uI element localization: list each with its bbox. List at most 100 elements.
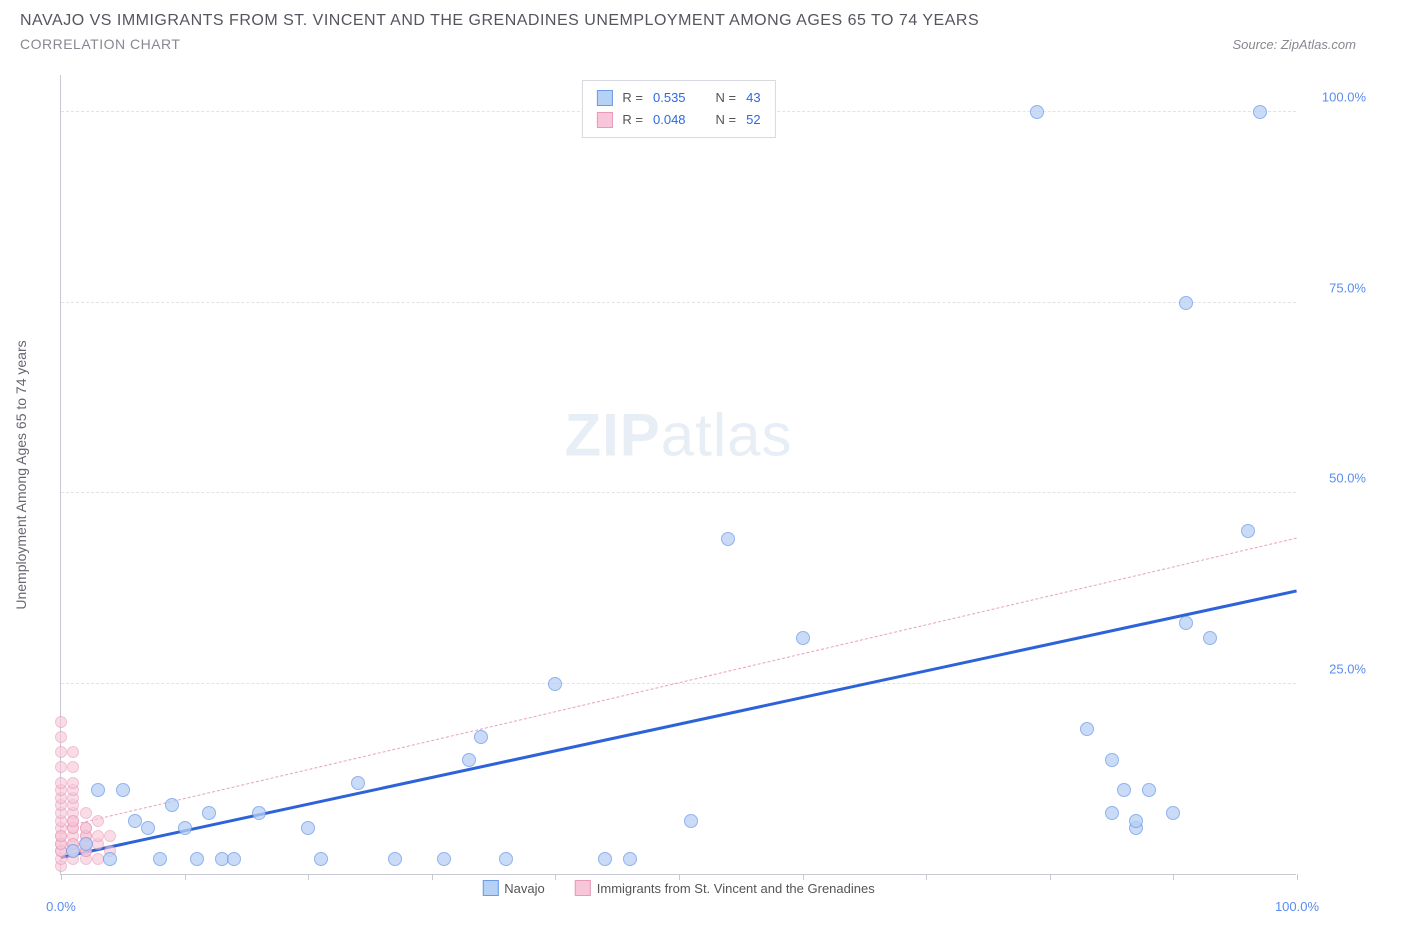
legend-row: R = 0.535 N = 43 — [596, 87, 760, 109]
scatter-point — [1166, 806, 1180, 820]
scatter-point — [55, 777, 67, 789]
scatter-point — [301, 821, 315, 835]
x-tick — [308, 874, 309, 880]
scatter-point — [1105, 753, 1119, 767]
y-tick-label: 50.0% — [1329, 471, 1366, 486]
legend-item: Immigrants from St. Vincent and the Gren… — [575, 880, 875, 896]
scatter-point — [103, 852, 117, 866]
scatter-point — [462, 753, 476, 767]
scatter-point — [91, 783, 105, 797]
chart-header: NAVAJO VS IMMIGRANTS FROM ST. VINCENT AN… — [0, 0, 1406, 52]
scatter-chart: Unemployment Among Ages 65 to 74 years Z… — [60, 75, 1296, 875]
scatter-point — [79, 837, 93, 851]
legend-stats: R = 0.535 N = 43 R = 0.048 N = 52 — [581, 80, 775, 138]
scatter-point — [1253, 105, 1267, 119]
scatter-point — [141, 821, 155, 835]
scatter-point — [116, 783, 130, 797]
legend-n-value: 43 — [746, 87, 760, 109]
scatter-point — [1179, 616, 1193, 630]
y-tick-label: 75.0% — [1329, 280, 1366, 295]
scatter-point — [252, 806, 266, 820]
scatter-point — [1179, 296, 1193, 310]
scatter-point — [721, 532, 735, 546]
gridline — [61, 302, 1296, 303]
x-tick — [185, 874, 186, 880]
scatter-point — [202, 806, 216, 820]
scatter-point — [474, 730, 488, 744]
legend-label: Immigrants from St. Vincent and the Gren… — [597, 881, 875, 896]
scatter-point — [684, 814, 698, 828]
legend-r-value: 0.048 — [653, 109, 686, 131]
x-tick-label: 0.0% — [46, 899, 76, 914]
legend-r-label: R = — [622, 87, 643, 109]
scatter-point — [80, 822, 92, 834]
scatter-point — [388, 852, 402, 866]
scatter-point — [1105, 806, 1119, 820]
scatter-point — [1142, 783, 1156, 797]
scatter-point — [55, 746, 67, 758]
scatter-point — [55, 761, 67, 773]
y-axis-label: Unemployment Among Ages 65 to 74 years — [13, 340, 29, 609]
scatter-point — [314, 852, 328, 866]
legend-row: R = 0.048 N = 52 — [596, 109, 760, 131]
scatter-point — [67, 746, 79, 758]
x-tick — [432, 874, 433, 880]
x-tick-label: 100.0% — [1275, 899, 1319, 914]
scatter-point — [55, 830, 67, 842]
legend-r-label: R = — [622, 109, 643, 131]
scatter-point — [67, 761, 79, 773]
chart-title: NAVAJO VS IMMIGRANTS FROM ST. VINCENT AN… — [20, 12, 1386, 30]
legend-n-label: N = — [716, 109, 737, 131]
scatter-point — [351, 776, 365, 790]
x-tick — [1173, 874, 1174, 880]
x-tick — [1050, 874, 1051, 880]
scatter-point — [227, 852, 241, 866]
scatter-point — [55, 716, 67, 728]
y-tick-label: 100.0% — [1322, 90, 1366, 105]
scatter-point — [92, 853, 104, 865]
legend-n-label: N = — [716, 87, 737, 109]
scatter-point — [178, 821, 192, 835]
scatter-point — [67, 815, 79, 827]
scatter-point — [1030, 105, 1044, 119]
legend-series: Navajo Immigrants from St. Vincent and th… — [482, 880, 874, 896]
subtitle-row: CORRELATION CHART Source: ZipAtlas.com — [20, 36, 1386, 52]
scatter-point — [92, 815, 104, 827]
scatter-point — [1129, 814, 1143, 828]
scatter-point — [1080, 722, 1094, 736]
legend-r-value: 0.535 — [653, 87, 686, 109]
y-tick-label: 25.0% — [1329, 661, 1366, 676]
scatter-point — [1117, 783, 1131, 797]
legend-swatch — [575, 880, 591, 896]
scatter-point — [153, 852, 167, 866]
chart-source: Source: ZipAtlas.com — [1232, 37, 1356, 52]
scatter-point — [92, 830, 104, 842]
scatter-point — [548, 677, 562, 691]
scatter-point — [1241, 524, 1255, 538]
legend-swatch — [482, 880, 498, 896]
scatter-point — [55, 731, 67, 743]
scatter-point — [165, 798, 179, 812]
scatter-point — [437, 852, 451, 866]
scatter-point — [66, 844, 80, 858]
legend-label: Navajo — [504, 881, 544, 896]
legend-item: Navajo — [482, 880, 544, 896]
scatter-point — [796, 631, 810, 645]
scatter-point — [104, 830, 116, 842]
chart-subtitle: CORRELATION CHART — [20, 36, 180, 52]
x-tick — [61, 874, 62, 880]
legend-n-value: 52 — [746, 109, 760, 131]
scatter-point — [190, 852, 204, 866]
scatter-point — [80, 807, 92, 819]
x-tick — [926, 874, 927, 880]
legend-swatch — [596, 112, 612, 128]
x-tick — [1297, 874, 1298, 880]
scatter-point — [598, 852, 612, 866]
legend-swatch — [596, 90, 612, 106]
gridline — [61, 492, 1296, 493]
watermark: ZIPatlas — [564, 400, 792, 469]
scatter-point — [623, 852, 637, 866]
scatter-point — [499, 852, 513, 866]
scatter-point — [1203, 631, 1217, 645]
scatter-point — [67, 777, 79, 789]
